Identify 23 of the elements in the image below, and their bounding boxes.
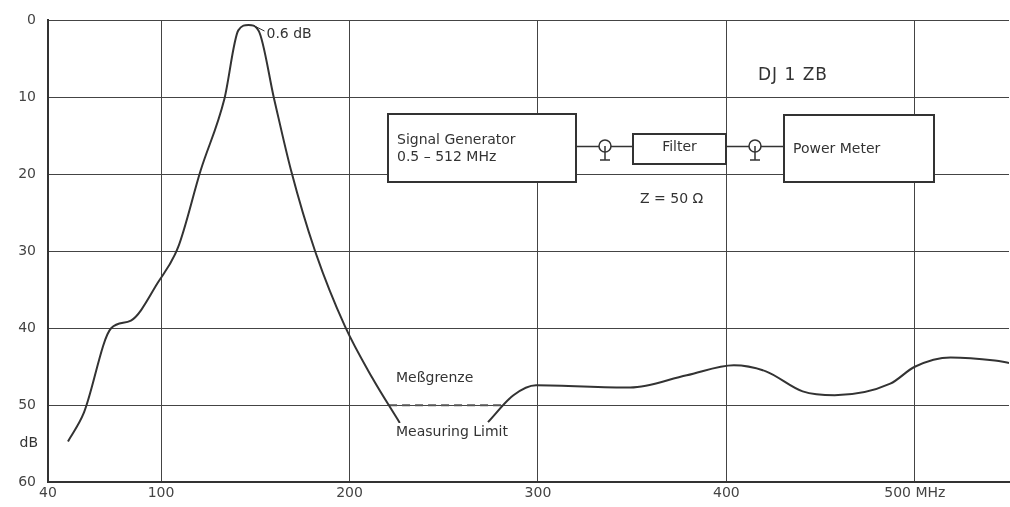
annotation: Meßgrenze xyxy=(396,369,474,385)
x-tick-label: 40 xyxy=(39,484,57,501)
y-tick-label: 50 xyxy=(18,395,36,412)
x-tick-label: 200 xyxy=(336,484,363,501)
annotation: 0.6 dB xyxy=(266,24,312,41)
y-tick-label: 60 xyxy=(18,472,36,489)
x-tick-label: 400 xyxy=(712,484,740,501)
annotation: Measuring Limit xyxy=(396,423,508,439)
annotation: DJ 1 ZB xyxy=(758,64,829,84)
x-tick-label: 300 xyxy=(524,484,552,501)
x-tick-label: 500 MHz xyxy=(884,484,946,501)
y-tick-label: 10 xyxy=(18,88,36,105)
power-meter-box: Power Meter xyxy=(783,114,935,183)
y-tick-label: 40 xyxy=(18,318,36,335)
y-tick-label: 30 xyxy=(18,241,36,258)
annotation: Z = 50 Ω xyxy=(640,190,704,206)
y-tick-label: 20 xyxy=(18,164,36,181)
x-tick-label: 100 xyxy=(147,484,175,501)
line-series xyxy=(486,356,1009,424)
filter-box: Filter xyxy=(632,133,727,165)
y-tick-label: 0 xyxy=(27,11,36,28)
signal-generator-box: Signal Generator 0.5 – 512 MHz xyxy=(387,113,577,183)
y-axis-title: dB xyxy=(19,434,38,451)
